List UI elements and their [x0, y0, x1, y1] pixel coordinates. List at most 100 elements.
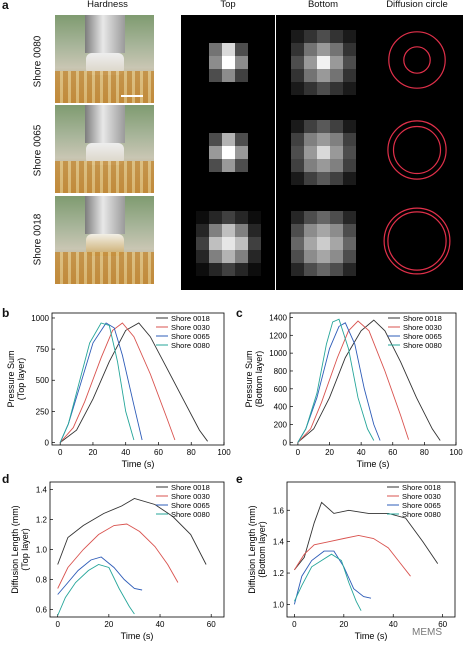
heatmap-cell: [234, 210, 248, 224]
plot-frame: [286, 481, 456, 618]
series-line-shore-0018: [57, 498, 207, 565]
heatmap-cell: [342, 68, 356, 82]
heatmap-cell: [247, 29, 261, 43]
heatmap-cell: [247, 249, 261, 263]
heatmap-cell: [247, 81, 261, 95]
heatmap-cell: [329, 119, 343, 133]
heatmap-top-shore-0065: [181, 105, 275, 199]
heatmap-cell: [303, 171, 317, 185]
circle-outer: [388, 31, 446, 89]
plot-frame: [51, 312, 225, 446]
y-tick-label: 250: [36, 407, 50, 416]
y-tick-label: 1.4: [273, 538, 285, 547]
heatmap-cell: [316, 29, 330, 43]
circle-outer: [383, 207, 451, 275]
heatmap-cell: [221, 81, 235, 95]
heatmap-cell: [208, 249, 222, 263]
x-tick-label: 100: [449, 448, 463, 457]
heatmap-cell: [234, 145, 248, 159]
heatmap-cell: [316, 249, 330, 263]
y-tick-label: 750: [36, 345, 50, 354]
panel-label-e: e: [236, 472, 243, 486]
heatmap-bottom-shore-0065: [276, 105, 370, 199]
x-tick-label: 40: [389, 620, 398, 629]
circle-inner: [387, 211, 447, 271]
legend-entry: Shore 0080: [171, 510, 210, 519]
series-line-shore-0080: [59, 322, 135, 443]
heatmap-cell: [195, 42, 209, 56]
legend-entry: Shore 0065: [171, 501, 210, 510]
heatmap-cell: [303, 223, 317, 237]
heatmap-cell: [329, 158, 343, 172]
y-tick-label: 1.0: [273, 600, 285, 609]
y-axis-label-layer: (Bottom layer): [257, 521, 267, 578]
y-tick-label: 1000: [31, 314, 49, 323]
heatmap-cell: [234, 158, 248, 172]
heatmap-cell: [221, 119, 235, 133]
x-axis-label: Time (s): [121, 631, 154, 641]
series-line-shore-0030: [294, 534, 411, 577]
heatmap-cell: [303, 158, 317, 172]
heatmap-cell: [316, 145, 330, 159]
y-axis-label-layer: (Top layer): [16, 358, 26, 401]
y-tick-label: 1400: [269, 313, 287, 322]
legend-entry: Shore 0065: [171, 332, 210, 341]
y-tick-label: 600: [274, 385, 288, 394]
heatmap-cell: [234, 81, 248, 95]
legend-entry: Shore 0080: [402, 510, 441, 519]
x-tick-label: 60: [154, 448, 163, 457]
heatmap-cell: [290, 223, 304, 237]
y-tick-label: 1.6: [273, 506, 285, 515]
series-line-shore-0080: [293, 553, 362, 611]
heatmap-cell: [195, 236, 209, 250]
heatmap-cell: [195, 145, 209, 159]
heatmap-cell: [221, 68, 235, 82]
x-tick-label: 40: [357, 448, 366, 457]
heatmap-cell: [221, 55, 235, 69]
y-tick-label: 1.2: [36, 516, 48, 525]
heatmap-cell: [316, 132, 330, 146]
legend-entry: Shore 0018: [402, 483, 441, 492]
heatmap-cell: [329, 81, 343, 95]
heatmap-cell: [329, 145, 343, 159]
heatmap-top-shore-0080: [181, 15, 275, 109]
heatmap-cell: [234, 236, 248, 250]
heatmap-cell: [342, 145, 356, 159]
series-line-shore-0065: [293, 550, 372, 605]
x-tick-label: 60: [388, 448, 397, 457]
watermark: MEMS: [412, 627, 442, 638]
series-line-shore-0065: [57, 556, 143, 595]
heatmap-cell: [303, 29, 317, 43]
heatmap-cell: [342, 29, 356, 43]
legend-entry: Shore 0018: [171, 314, 210, 323]
y-tick-label: 1000: [269, 349, 287, 358]
heatmap-cell: [316, 236, 330, 250]
heatmap-cell: [290, 171, 304, 185]
x-tick-label: 20: [339, 620, 348, 629]
heatmap-cell: [247, 158, 261, 172]
heatmap-cell: [329, 249, 343, 263]
heatmap-cell: [342, 119, 356, 133]
heatmap-cell: [316, 42, 330, 56]
heatmap-cell: [316, 55, 330, 69]
heatmap-cell: [342, 249, 356, 263]
heatmap-cell: [208, 29, 222, 43]
heatmap-cell: [247, 132, 261, 146]
heatmap-cell: [208, 158, 222, 172]
heatmap-cell: [195, 132, 209, 146]
y-tick-label: 1.4: [36, 486, 48, 495]
series-line-shore-0065: [297, 322, 381, 443]
heatmap-cell: [303, 236, 317, 250]
heatmap-cell: [342, 42, 356, 56]
heatmap-cell: [208, 236, 222, 250]
panel-label-d: d: [2, 472, 10, 486]
x-tick-label: 0: [296, 448, 301, 457]
heatmap-cell: [329, 42, 343, 56]
heatmap-cell: [303, 210, 317, 224]
heatmap-cell: [195, 119, 209, 133]
legend-entry: Shore 0065: [402, 501, 441, 510]
diffusion-circle-shore-0080: [370, 15, 463, 109]
panel-label-b: b: [2, 306, 10, 320]
hardness-photo-0018: [55, 196, 154, 284]
column-header-diffusion-circle: Diffusion circle: [386, 0, 448, 10]
